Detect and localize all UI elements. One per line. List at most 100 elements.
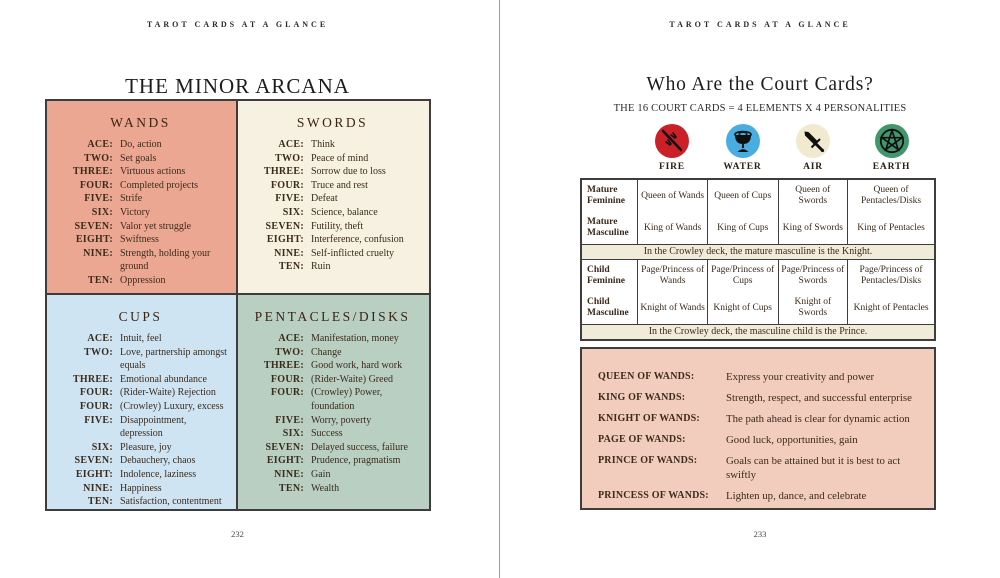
card-rank-label: SIX: <box>91 441 113 453</box>
card-meaning-row: SIX: Pleasure, joy <box>51 441 230 455</box>
card-rank-label: ACE: <box>278 333 304 344</box>
card-meaning-row: ACE: Intuit, feel <box>51 332 230 346</box>
card-rank-label: KNIGHT OF WANDS: <box>598 413 700 424</box>
table-row-mature-masculine: Mature Masculine King of Wands King of C… <box>581 212 935 245</box>
quadrant-title-wands: WANDS <box>110 115 171 130</box>
table-cell: Page/Princess of Swords <box>777 259 848 292</box>
table-cell: Queen of Swords <box>777 179 848 212</box>
card-meaning-row: NINE: Strength, holding your ground <box>51 247 230 274</box>
element-earth: EARTH <box>848 123 935 172</box>
card-rank-label: NINE: <box>274 247 304 259</box>
card-meaning-text: (Rider-Waite) Rejection <box>120 387 216 399</box>
card-meaning-row: TWO: Set goals <box>51 152 230 166</box>
card-rank-label: SEVEN: <box>265 441 304 453</box>
card-meaning-row: SEVEN: Futility, theft <box>242 220 423 234</box>
card-rank-label: EIGHT: <box>266 455 304 467</box>
court-cards-table: Mature Feminine Queen of Wands Queen of … <box>580 178 936 341</box>
quadrant-wands: WANDS ACE: Do, action TWO: Set goals THREE: V… <box>47 101 238 295</box>
card-rank-label: FOUR: <box>79 179 113 191</box>
card-rank-label: NINE: <box>83 247 113 259</box>
card-meaning-row: NINE: Self-inflicted cruelty <box>242 247 423 261</box>
card-meaning-text: Do, action <box>120 139 162 150</box>
court-meaning-row: PAGE OF WANDS: Good luck, opportunities, … <box>598 433 924 447</box>
table-cell: Knight of Pentacles <box>847 292 935 325</box>
card-meaning-text: Interference, confusion <box>311 234 404 246</box>
table-cell: Knight of Wands <box>637 292 708 325</box>
card-meaning-row: SIX: Science, balance <box>242 206 423 220</box>
card-meaning-row: ACE: Manifestation, money <box>242 332 423 346</box>
table-cell: King of Wands <box>637 212 708 245</box>
crowley-prince-note: In the Crowley deck, the masculine child… <box>581 324 935 341</box>
element-label-fire: FIRE <box>659 162 685 172</box>
card-meaning-row: THREE: Good work, hard work <box>242 359 423 373</box>
swords-entry-list: ACE: Think TWO: Peace of mind THREE: Sorrow d… <box>242 138 423 274</box>
card-meaning-row: EIGHT: Prudence, pragmatism <box>242 454 423 468</box>
quadrant-pentacles: PENTACLES/DISKS ACE: Manifestation, money… <box>238 295 429 509</box>
card-rank-label: TEN: <box>87 496 113 508</box>
card-meaning-text: Debauchery, chaos <box>120 455 196 467</box>
card-meaning-row: SEVEN: Delayed success, failure <box>242 441 423 455</box>
card-rank-label: PRINCE OF WANDS: <box>598 455 698 466</box>
card-meaning-row: EIGHT: Indolence, laziness <box>51 468 230 482</box>
card-meaning-text: Self-inflicted cruelty <box>311 247 395 259</box>
card-rank-label: THREE: <box>263 360 304 372</box>
card-rank-label: EIGHT: <box>75 468 113 480</box>
page-title-court-cards: Who Are the Court Cards? <box>646 74 874 95</box>
card-meaning-text: Truce and rest <box>311 179 368 191</box>
card-meaning-row: THREE: Sorrow due to loss <box>242 165 423 179</box>
card-meaning-text: Victory <box>120 206 150 218</box>
card-meaning-text: Ruin <box>311 261 331 273</box>
card-meaning-text: (Crowley) Power, foundation <box>311 387 383 412</box>
card-rank-label: EIGHT: <box>266 234 304 246</box>
quadrant-cups: CUPS ACE: Intuit, feel TWO: Love, partnersh… <box>47 295 238 509</box>
card-meaning-row: FIVE: Worry, poverty <box>242 414 423 428</box>
card-rank-label: ACE: <box>87 139 113 150</box>
card-meaning-row: FOUR: (Rider-Waite) Greed <box>242 373 423 387</box>
card-rank-label: NINE: <box>274 468 304 480</box>
table-note-row: In the Crowley deck, the mature masculin… <box>581 244 935 260</box>
card-rank-label: FOUR: <box>270 373 304 385</box>
row-label: Mature Feminine <box>587 185 625 206</box>
running-head-left: TAROT CARDS AT A GLANCE <box>146 20 329 29</box>
card-meaning-text: Emotional abundance <box>120 373 207 385</box>
card-meaning-row: TWO: Change <box>242 346 423 360</box>
row-label: Mature Masculine <box>587 217 629 238</box>
row-label: Child Masculine <box>587 297 629 318</box>
card-rank-label: PAGE OF WANDS: <box>598 434 686 445</box>
card-meaning-text: Happiness <box>120 482 162 494</box>
card-meaning-text: Set goals <box>120 152 157 164</box>
element-label-water: WATER <box>723 162 762 172</box>
court-meaning-row: KING OF WANDS: Strength, respect, and suc… <box>598 391 924 405</box>
card-meaning-text: The path ahead is clear for dynamic acti… <box>726 413 910 425</box>
card-meaning-row: ACE: Do, action <box>51 138 230 152</box>
card-meaning-text: Success <box>311 428 343 440</box>
card-meaning-text: Intuit, feel <box>120 333 162 344</box>
table-row-mature-feminine: Mature Feminine Queen of Wands Queen of … <box>581 179 935 212</box>
card-meaning-text: Think <box>311 139 335 150</box>
page-number-left: 232 <box>231 529 244 539</box>
card-meaning-row: EIGHT: Interference, confusion <box>242 233 423 247</box>
card-meaning-text: Defeat <box>311 193 338 205</box>
card-meaning-row: FIVE: Strife <box>51 192 230 206</box>
table-cell: Page/Princess of Pentacles/Disks <box>847 259 935 292</box>
card-rank-label: THREE: <box>72 166 113 178</box>
element-water: WATER <box>707 123 778 172</box>
card-meaning-row: FOUR: (Rider-Waite) Rejection <box>51 386 230 400</box>
card-meaning-text: Disappointment, depression <box>120 414 187 440</box>
card-meaning-text: Goals can be attained but it is best to … <box>726 455 901 481</box>
card-meaning-text: Prudence, pragmatism <box>311 455 401 467</box>
wands-entry-list: ACE: Do, action TWO: Set goals THREE: Virtuou… <box>51 138 230 288</box>
element-fire: FIRE <box>637 123 707 172</box>
card-meaning-row: TEN: Wealth <box>242 482 423 496</box>
quadrant-swords: SWORDS ACE: Think TWO: Peace of mind THREE: S… <box>238 101 429 295</box>
card-meaning-row: TWO: Peace of mind <box>242 152 423 166</box>
card-meaning-text: Satisfaction, contentment <box>120 496 222 508</box>
card-rank-label: SEVEN: <box>74 220 113 232</box>
card-meaning-text: (Crowley) Luxury, excess <box>120 400 224 412</box>
card-rank-label: FOUR: <box>270 179 304 191</box>
card-meaning-text: Oppression <box>120 274 166 286</box>
card-rank-label: TWO: <box>84 152 113 164</box>
card-rank-label: ACE: <box>87 333 113 344</box>
table-cell: Queen of Pentacles/Disks <box>847 179 935 212</box>
